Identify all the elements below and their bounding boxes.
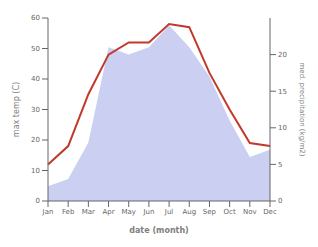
svg-text:med. precipitation (kg/m2): med. precipitation (kg/m2)	[298, 63, 306, 157]
svg-text:20: 20	[278, 51, 287, 59]
svg-text:Jul: Jul	[164, 208, 174, 216]
svg-text:Aug: Aug	[182, 208, 196, 216]
svg-text:Dec: Dec	[263, 208, 277, 216]
svg-text:40: 40	[31, 75, 40, 83]
svg-text:60: 60	[31, 14, 40, 22]
svg-text:50: 50	[31, 45, 40, 53]
svg-text:10: 10	[31, 167, 40, 175]
svg-text:Mar: Mar	[82, 208, 95, 216]
svg-text:0: 0	[36, 197, 40, 205]
svg-text:Sep: Sep	[203, 208, 217, 216]
svg-text:5: 5	[278, 161, 282, 169]
svg-text:20: 20	[31, 136, 40, 144]
svg-text:Nov: Nov	[243, 208, 257, 216]
svg-text:30: 30	[31, 106, 40, 114]
svg-text:max temp (C): max temp (C)	[12, 82, 21, 137]
svg-text:10: 10	[278, 124, 287, 132]
svg-text:15: 15	[278, 88, 287, 96]
svg-text:Feb: Feb	[62, 208, 75, 216]
svg-text:Jan: Jan	[42, 208, 54, 216]
svg-text:0: 0	[278, 197, 282, 205]
svg-text:date (month): date (month)	[129, 226, 189, 235]
svg-text:Jun: Jun	[142, 208, 154, 216]
svg-text:Oct: Oct	[224, 208, 236, 216]
svg-text:Apr: Apr	[102, 208, 114, 216]
svg-text:May: May	[121, 208, 135, 216]
